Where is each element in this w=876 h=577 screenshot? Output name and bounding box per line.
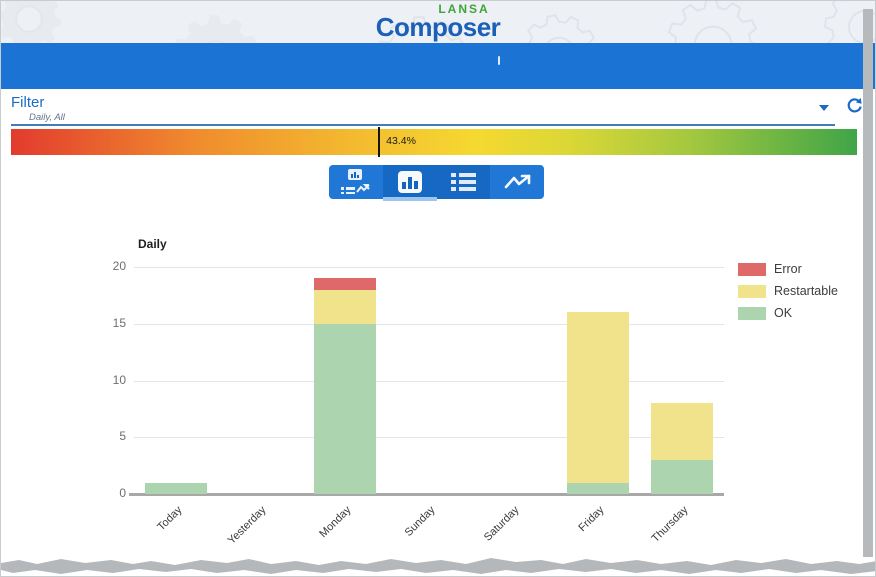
health-gauge: 43.4%: [11, 127, 857, 157]
bar-segment-ok: [650, 459, 713, 494]
bar-segment-ok: [566, 482, 629, 494]
y-gridline: [134, 323, 724, 325]
y-gridline: [134, 380, 724, 382]
gauge-value-label: 43.4%: [386, 135, 416, 147]
filter-underline: [11, 124, 835, 126]
x-axis-label: Monday: [317, 504, 354, 541]
legend-swatch: [738, 262, 766, 276]
bar-segment-restartable: [566, 312, 629, 483]
x-axis-label: Thursday: [649, 504, 691, 545]
x-axis-label: Yesterday: [226, 504, 269, 547]
chart-title: Daily: [138, 237, 167, 251]
screenshot-torn-edge: [1, 558, 875, 574]
y-axis-tick-label: 10: [112, 372, 126, 387]
chevron-down-icon[interactable]: [819, 105, 829, 111]
y-axis-tick-label: 5: [119, 429, 126, 444]
legend-label: Error: [774, 262, 802, 276]
bar-segment-ok: [145, 482, 208, 494]
filter-title: Filter: [11, 94, 45, 111]
y-axis-tick-label: 20: [112, 259, 126, 273]
legend-item: Restartable: [738, 284, 838, 298]
y-gridline: [134, 437, 724, 439]
bar-chart-view-button[interactable]: [382, 165, 437, 199]
nav-cursor-tick: [498, 56, 500, 65]
x-axis-label: Saturday: [482, 504, 522, 544]
legend-swatch: [738, 306, 766, 320]
x-axis-label: Today: [155, 504, 185, 534]
top-nav-bar[interactable]: [1, 43, 875, 89]
bar-segment-restartable: [650, 403, 713, 460]
refresh-icon[interactable]: [846, 97, 863, 114]
selected-view-indicator: [383, 197, 437, 201]
app-logo: LANSA Composer: [375, 2, 501, 42]
combined-view-button[interactable]: [329, 165, 383, 199]
bar-segment-error: [313, 278, 376, 290]
legend-item: OK: [738, 306, 792, 320]
y-axis-tick-label: 0: [119, 486, 126, 500]
trend-view-button[interactable]: [490, 165, 544, 199]
combined-view-icon: [340, 169, 371, 195]
app-header: LANSA Composer: [1, 1, 875, 43]
filter-current-value: Daily, All: [29, 112, 65, 123]
legend-label: Restartable: [774, 284, 838, 298]
bar-segment-restartable: [313, 289, 376, 324]
x-axis-baseline: [129, 493, 724, 496]
brand-composer: Composer: [375, 12, 501, 42]
view-toolbar: [329, 165, 544, 201]
screenshot-right-shadow: [863, 9, 873, 557]
bar-chart-icon: [397, 171, 422, 193]
trend-line-icon: [504, 174, 530, 189]
filter-panel[interactable]: Filter Daily, All: [1, 93, 875, 127]
gauge-marker: [378, 127, 381, 157]
y-gridline: [134, 267, 724, 268]
x-axis-label: Sunday: [402, 504, 438, 539]
bar-segment-ok: [313, 323, 376, 494]
list-icon: [450, 173, 476, 191]
y-axis-tick-label: 15: [112, 315, 126, 330]
legend-item: Error: [738, 262, 802, 276]
list-view-button[interactable]: [436, 165, 491, 199]
brand-lansa: LANSA: [438, 2, 490, 16]
legend-swatch: [738, 284, 766, 298]
x-axis-label: Friday: [575, 504, 607, 535]
legend-label: OK: [774, 306, 793, 320]
